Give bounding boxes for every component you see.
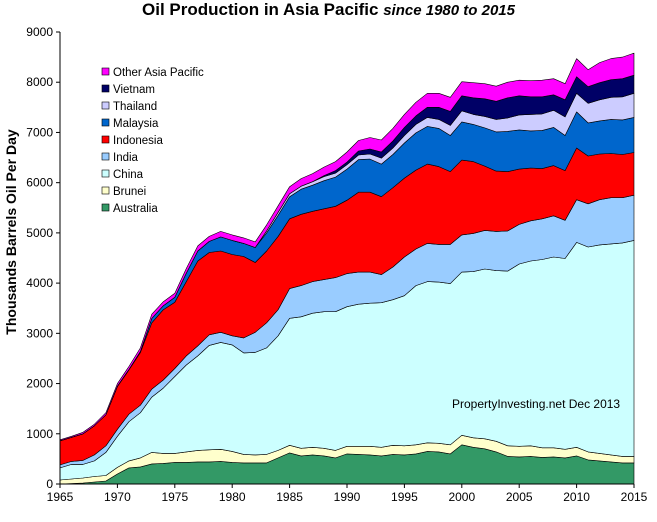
y-tick-label: 8000 bbox=[26, 75, 53, 89]
chart-subtitle: since 1980 to 2015 bbox=[383, 2, 515, 19]
legend-swatch-india bbox=[101, 152, 110, 161]
x-tick-label: 1995 bbox=[391, 490, 418, 504]
legend-label-thailand: Thailand bbox=[113, 101, 157, 113]
y-tick-label: 5000 bbox=[26, 226, 53, 240]
plot-areas bbox=[59, 32, 635, 485]
x-tick-label: 1980 bbox=[219, 490, 246, 504]
x-tick-label: 2000 bbox=[448, 490, 475, 504]
legend-swatch-australia bbox=[101, 203, 110, 212]
legend-swatch-brunei bbox=[101, 186, 110, 195]
legend-label-indonesia: Indonesia bbox=[113, 135, 163, 147]
legend-label-china: China bbox=[113, 169, 144, 181]
legend-label-brunei: Brunei bbox=[113, 186, 146, 198]
y-tick-label: 7000 bbox=[26, 125, 53, 139]
y-tick-label: 2000 bbox=[26, 377, 53, 391]
x-tick-label: 1975 bbox=[161, 490, 188, 504]
legend-label-malaysia: Malaysia bbox=[113, 118, 159, 130]
y-tick-label: 6000 bbox=[26, 176, 53, 190]
legend-swatch-other-asia-pacific bbox=[101, 67, 110, 76]
legend-swatch-china bbox=[101, 169, 110, 178]
x-tick-label: 1990 bbox=[334, 490, 361, 504]
y-tick-label: 0 bbox=[46, 477, 53, 491]
x-tick-label: 2005 bbox=[506, 490, 533, 504]
source-annotation: PropertyInvesting.net Dec 2013 bbox=[452, 397, 620, 411]
x-tick-label: 2010 bbox=[563, 490, 590, 504]
y-tick-label: 9000 bbox=[26, 25, 53, 39]
y-tick-label: 4000 bbox=[26, 276, 53, 290]
legend-swatch-thailand bbox=[101, 101, 110, 110]
legend-swatch-indonesia bbox=[101, 135, 110, 144]
chart-title-block: Oil Production in Asia Pacific since 198… bbox=[0, 0, 657, 20]
area-other-asia-pacific bbox=[59, 52, 635, 442]
legend: Other Asia Pacific Vietnam Thailand Malaysi… bbox=[101, 67, 204, 215]
legend-label-other-asia-pacific: Other Asia Pacific bbox=[113, 67, 204, 79]
x-tick-label: 1970 bbox=[104, 490, 131, 504]
chart-title: Oil Production in Asia Pacific bbox=[142, 0, 379, 19]
y-tick-label: 3000 bbox=[26, 326, 53, 340]
x-tick-label: 1965 bbox=[47, 490, 74, 504]
y-axis-label: Thousands Barrels Oil Per Day bbox=[3, 129, 19, 335]
legend-swatch-malaysia bbox=[101, 118, 110, 127]
y-tick-label: 1000 bbox=[26, 427, 53, 441]
legend-swatch-vietnam bbox=[101, 84, 110, 93]
x-tick-label: 1985 bbox=[276, 490, 303, 504]
x-tick-label: 2015 bbox=[621, 490, 648, 504]
legend-label-india: India bbox=[113, 152, 139, 164]
legend-label-vietnam: Vietnam bbox=[113, 84, 155, 96]
axes: 0 1000 2000 3000 4000 5000 6000 7000 8000 9000 196… bbox=[26, 25, 647, 504]
legend-label-australia: Australia bbox=[113, 203, 158, 215]
